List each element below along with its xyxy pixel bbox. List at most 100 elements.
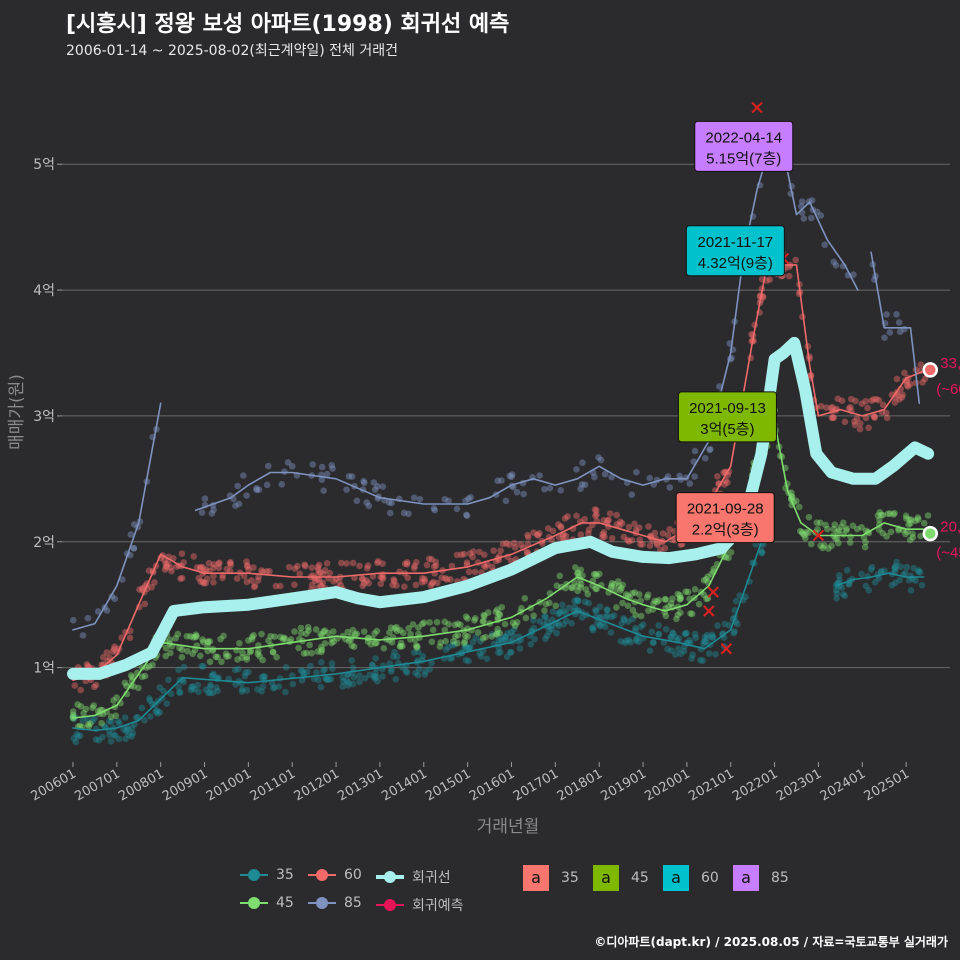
scatter-point — [892, 562, 899, 570]
scatter-point — [463, 512, 471, 520]
scatter-point — [881, 334, 888, 341]
scatter-point — [688, 655, 696, 662]
scatter-point — [349, 664, 357, 672]
scatter-point — [123, 682, 130, 690]
scatter-point — [574, 597, 582, 604]
scatter-point — [201, 495, 209, 502]
scatter-point — [499, 637, 506, 645]
scatter-point — [233, 646, 240, 654]
scatter-point — [542, 600, 550, 608]
scatter-point — [653, 598, 661, 606]
scatter-point — [585, 530, 592, 537]
scatter-point — [168, 567, 175, 575]
scatter-point — [617, 518, 624, 525]
scatter-point — [469, 553, 476, 561]
scatter-point — [122, 735, 129, 743]
scatter-point — [792, 497, 800, 505]
scatter-point — [578, 481, 586, 488]
scatter-point — [314, 648, 322, 655]
scatter-point — [688, 610, 696, 618]
scatter-point — [403, 559, 411, 566]
scatter-point — [412, 642, 420, 649]
scatter-point — [107, 713, 115, 721]
scatter-point — [607, 629, 615, 636]
scatter-point — [416, 495, 424, 503]
scatter-point — [128, 724, 136, 732]
scatter-point — [184, 647, 191, 655]
scatter-point — [517, 541, 525, 548]
scatter-point — [202, 566, 210, 574]
scatter-point — [386, 509, 394, 517]
scatter-point — [906, 380, 914, 388]
scatter-point — [903, 563, 911, 571]
scatter-point — [890, 511, 897, 518]
scatter-point — [833, 595, 840, 602]
scatter-point — [917, 532, 924, 540]
scatter-point — [215, 560, 222, 567]
scatter-point — [327, 675, 335, 683]
scatter-point — [681, 630, 689, 638]
scatter-point — [876, 508, 884, 516]
scatter-point — [639, 541, 646, 548]
scatter-point — [462, 656, 470, 664]
x-tick-label: 201501 — [423, 766, 473, 804]
scatter-point — [691, 585, 699, 593]
scatter-point — [542, 635, 549, 643]
scatter-point — [282, 663, 290, 671]
scatter-point — [250, 632, 257, 639]
scatter-point — [496, 629, 504, 637]
scatter-point — [92, 681, 100, 689]
scatter-point — [193, 633, 200, 640]
scatter-point — [813, 519, 821, 526]
scatter-point — [462, 497, 469, 505]
scatter-point — [905, 521, 912, 528]
scatter-point — [503, 653, 511, 661]
scatter-point — [479, 618, 487, 625]
scatter-point — [461, 644, 468, 651]
scatter-point — [130, 545, 138, 552]
scatter-point — [198, 509, 206, 516]
scatter-point — [886, 510, 894, 517]
scatter-point — [250, 583, 258, 591]
scatter-point — [366, 671, 374, 679]
scatter-point — [69, 708, 77, 715]
scatter-point — [691, 447, 699, 455]
scatter-point — [410, 494, 418, 501]
scatter-point — [256, 652, 263, 660]
scatter-point — [799, 530, 807, 538]
scatter-point — [919, 379, 926, 386]
scatter-point — [625, 523, 633, 531]
scatter-point — [763, 277, 771, 284]
scatter-point — [232, 681, 239, 688]
scatter-point — [591, 473, 598, 481]
scatter-point — [360, 477, 367, 485]
scatter-point — [831, 521, 839, 528]
scatter-point — [466, 550, 474, 557]
scatter-point — [465, 495, 472, 502]
scatter-point — [604, 517, 611, 524]
legend-label: 45 — [276, 895, 294, 911]
scatter-point — [390, 577, 398, 585]
scatter-point — [562, 532, 570, 540]
scatter-point — [254, 686, 261, 693]
scatter-point — [881, 567, 888, 575]
scatter-point — [675, 645, 682, 653]
scatter-point — [343, 560, 350, 567]
scatter-point — [388, 665, 395, 673]
scatter-point — [175, 683, 182, 691]
scatter-point — [553, 582, 561, 590]
scatter-point — [432, 558, 440, 566]
scatter-point — [875, 526, 883, 533]
scatter-point — [702, 638, 709, 646]
scatter-point — [875, 396, 883, 404]
scatter-point — [672, 651, 679, 658]
scatter-point — [834, 528, 841, 536]
scatter-point — [639, 621, 647, 628]
scatter-point — [301, 561, 308, 568]
scatter-point — [363, 565, 371, 572]
scatter-point — [655, 596, 663, 604]
scatter-point — [356, 672, 363, 679]
scatter-point — [215, 564, 223, 572]
scatter-point — [661, 544, 669, 552]
scatter-point — [476, 548, 483, 556]
